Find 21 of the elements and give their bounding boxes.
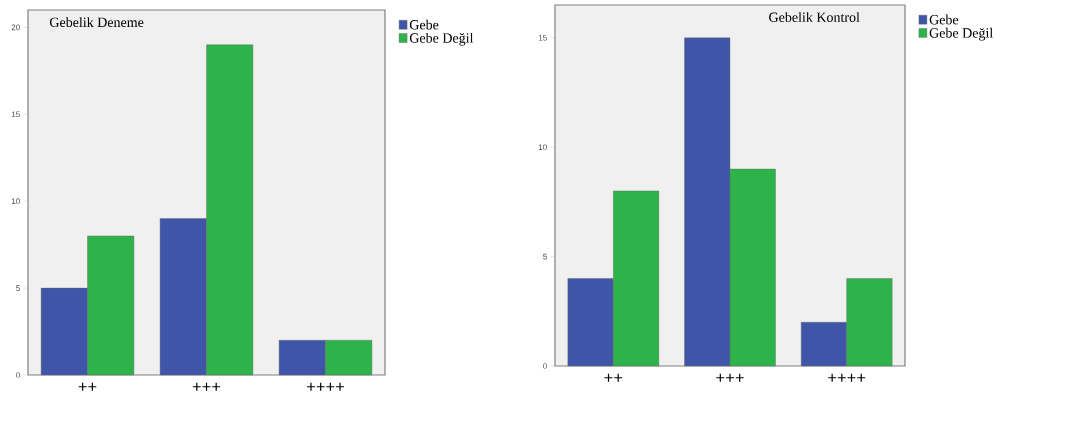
- legend-label: Gebe Değil: [929, 27, 993, 41]
- x-tick-label: +++: [192, 382, 221, 391]
- y-tick-label: 5: [543, 253, 547, 260]
- x-tick-label: +++: [716, 373, 744, 382]
- legend-label: Gebe: [409, 19, 439, 30]
- y-tick-label: 0: [16, 372, 20, 378]
- y-tick-label: 10: [538, 144, 547, 151]
- y-tick-label: 0: [543, 363, 547, 369]
- chart-title: Gebelik Kontrol: [769, 12, 860, 22]
- y-tick-label: 5: [16, 285, 20, 291]
- x-tick-label: ++++: [307, 382, 344, 391]
- legend-label: Gebe: [929, 14, 959, 25]
- y-tick-label: 15: [538, 35, 547, 41]
- x-tick-label: ++++: [828, 373, 866, 382]
- y-tick-label: 20: [11, 24, 20, 31]
- x-tick-label: ++: [78, 382, 97, 391]
- y-tick-label: 15: [11, 111, 20, 118]
- legend-label: Gebe Değil: [409, 32, 474, 46]
- chart-title: Gebelik Deneme: [49, 17, 144, 28]
- x-tick-label: ++: [604, 373, 623, 382]
- y-tick-label: 10: [11, 198, 20, 205]
